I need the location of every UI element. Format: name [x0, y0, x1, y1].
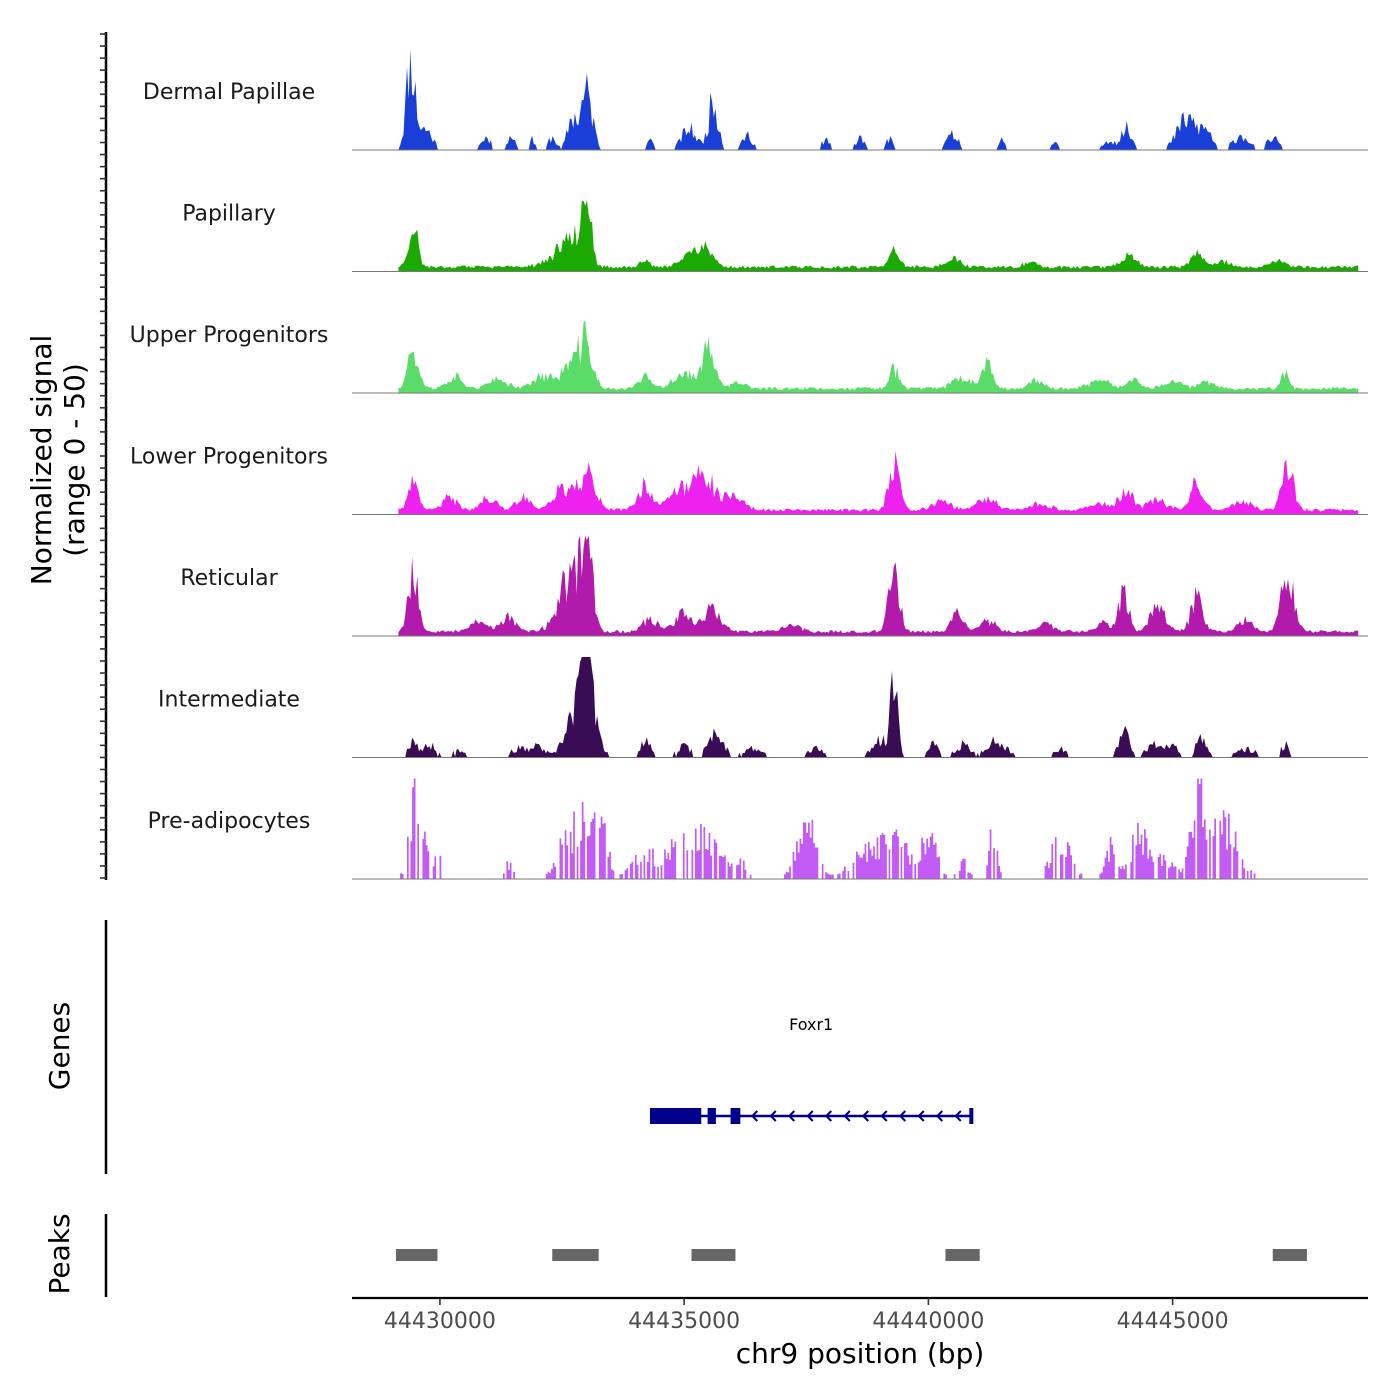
gene-exon	[707, 1108, 716, 1124]
strand-arrow	[750, 1110, 759, 1122]
track-intermediate: Intermediate	[158, 657, 1368, 758]
coverage-area	[398, 535, 1359, 636]
track-pre-adipocytes: Pre-adipocytes	[148, 778, 1368, 880]
coverage-area	[398, 320, 1359, 393]
strand-arrow	[787, 1110, 796, 1122]
strand-arrow	[954, 1110, 962, 1122]
strand-arrow	[935, 1110, 944, 1122]
track-reticular: Reticular	[180, 535, 1368, 637]
x-tick-label: 44445000	[1117, 1309, 1229, 1334]
peak-track	[395, 1249, 1307, 1261]
strand-arrow	[769, 1110, 777, 1122]
peak-region	[691, 1249, 736, 1261]
track-label: Pre-adipocytes	[148, 809, 311, 834]
gene-exon	[730, 1108, 741, 1124]
track-label: Lower Progenitors	[130, 445, 328, 470]
peak-region	[1272, 1249, 1307, 1261]
track-label: Intermediate	[158, 688, 300, 713]
strand-arrow	[824, 1110, 833, 1122]
track-label: Reticular	[180, 566, 278, 591]
axes: 44430000 44435000 44440000 44445000	[100, 32, 1368, 1334]
gene-exon	[649, 1108, 702, 1124]
track-label: Papillary	[182, 202, 276, 227]
peak-region	[945, 1249, 980, 1261]
x-tick-label: 44430000	[384, 1309, 496, 1334]
coverage-area	[398, 49, 1359, 150]
coverage-tracks: Dermal Papillae Papillary Upper Progenitor…	[130, 49, 1368, 880]
peaks-track-label: Peaks	[43, 1213, 76, 1294]
coverage-area	[398, 200, 1359, 271]
x-axis-label: chr9 position (bp)	[736, 1337, 985, 1370]
strand-arrow	[898, 1110, 907, 1122]
coverage-area	[398, 657, 1359, 757]
track-label: Upper Progenitors	[130, 323, 329, 348]
track-papillary: Papillary	[182, 200, 1368, 272]
gene-name: Foxr1	[789, 1015, 833, 1034]
x-tick-label: 44435000	[628, 1309, 740, 1334]
coverage-area	[400, 778, 1256, 879]
x-tick-label: 44440000	[872, 1309, 984, 1334]
genes-track-label: Genes	[43, 1002, 76, 1090]
coverage-area	[398, 450, 1359, 514]
strand-arrow	[917, 1110, 925, 1122]
strand-arrow	[843, 1110, 851, 1122]
peak-region	[552, 1249, 599, 1261]
y-axis-label-line1: Normalized signal	[25, 335, 58, 586]
strand-arrow	[806, 1110, 814, 1122]
gene-track: Foxr1	[649, 1015, 974, 1124]
track-upper-progenitors: Upper Progenitors	[130, 320, 1368, 394]
y-axis-label-line2: (range 0 - 50)	[58, 363, 91, 557]
strand-arrow	[880, 1110, 888, 1122]
peak-region	[395, 1249, 438, 1261]
track-dermal-papillae: Dermal Papillae	[143, 49, 1368, 151]
gene-end-cap	[969, 1108, 974, 1124]
track-lower-progenitors: Lower Progenitors	[130, 445, 1368, 515]
strand-arrow	[861, 1110, 870, 1122]
track-label: Dermal Papillae	[143, 80, 315, 105]
